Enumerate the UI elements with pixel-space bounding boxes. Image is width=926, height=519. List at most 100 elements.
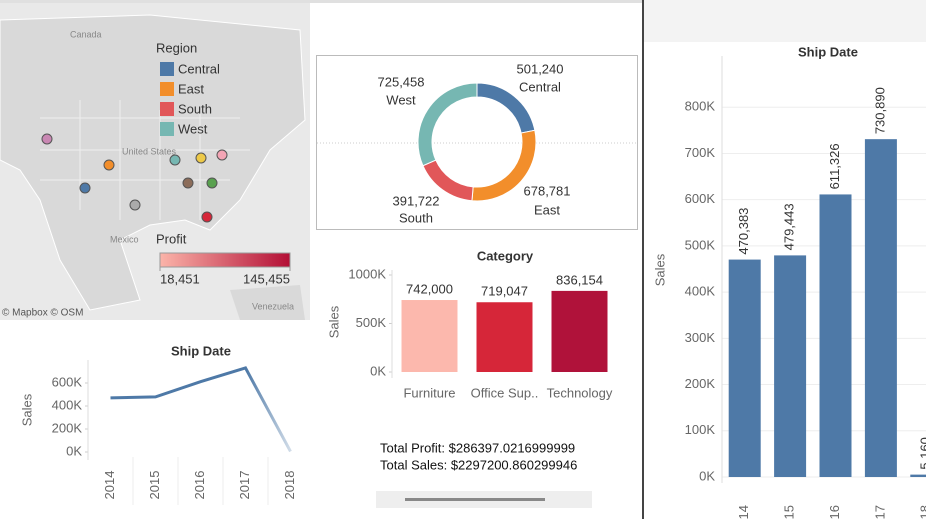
scrollbar-thumb[interactable] bbox=[405, 498, 545, 501]
bar bbox=[728, 259, 761, 477]
y-axis-label: Sales bbox=[652, 253, 667, 286]
y-tick-label: 800K bbox=[685, 99, 716, 114]
legend-swatch bbox=[160, 122, 174, 136]
y-tick-label: 500K bbox=[356, 315, 387, 330]
map-point bbox=[41, 133, 53, 145]
x-tick-label: 2018 bbox=[282, 471, 297, 500]
bar bbox=[910, 474, 926, 477]
color-legend-label: 145,455 bbox=[243, 271, 290, 286]
y-axis-label: Sales bbox=[326, 305, 341, 338]
chart-title: Category bbox=[477, 248, 534, 263]
map-attribution: © Mapbox © OSM bbox=[2, 308, 83, 319]
y-tick-label: 500K bbox=[685, 237, 716, 252]
x-tick-label: 2015 bbox=[147, 471, 162, 500]
bar-value-label: 470,383 bbox=[736, 208, 751, 255]
top-strip bbox=[0, 0, 642, 3]
x-tick-label: 2015 bbox=[782, 505, 797, 519]
map-label: Canada bbox=[70, 29, 102, 39]
map-land-south bbox=[230, 285, 305, 320]
legend-label: Central bbox=[178, 61, 220, 76]
y-axis-label: Sales bbox=[19, 393, 34, 426]
map-point bbox=[206, 177, 218, 189]
legend-title: Region bbox=[156, 40, 197, 55]
y-tick-label: 400K bbox=[52, 397, 83, 412]
total-profit: Total Profit: $286397.0216999999 bbox=[380, 440, 575, 455]
y-tick-label: 600K bbox=[685, 191, 716, 206]
donut-frame bbox=[316, 55, 638, 230]
bar bbox=[401, 300, 458, 372]
y-tick-label: 0K bbox=[66, 443, 82, 458]
slice-category-label: East bbox=[534, 202, 560, 217]
map-point bbox=[216, 149, 228, 161]
totals-box: Total Profit: $286397.0216999999 Total S… bbox=[380, 440, 577, 472]
donut-slice bbox=[417, 82, 478, 167]
slice-category-label: West bbox=[386, 92, 416, 107]
slice-value-label: 501,240 bbox=[517, 61, 564, 76]
x-tick-label: Technology bbox=[547, 385, 613, 400]
map-point bbox=[195, 152, 207, 164]
slice-value-label: 725,458 bbox=[378, 74, 425, 89]
map-point bbox=[79, 182, 91, 194]
bar bbox=[476, 302, 533, 372]
slice-value-label: 678,781 bbox=[524, 183, 571, 198]
map-borders bbox=[40, 100, 250, 220]
legend-label: East bbox=[178, 81, 204, 96]
map-point bbox=[129, 199, 141, 211]
x-tick-label: 2018 bbox=[918, 505, 926, 519]
x-tick-label: 2014 bbox=[736, 505, 751, 519]
color-legend-title: Profit bbox=[156, 231, 187, 246]
y-tick-label: 0K bbox=[370, 363, 386, 378]
chart-title: Ship Date bbox=[798, 44, 858, 59]
y-tick-label: 200K bbox=[52, 420, 83, 435]
map-points bbox=[41, 133, 228, 223]
y-tick-label: 700K bbox=[685, 145, 716, 160]
color-legend-bar bbox=[159, 252, 291, 268]
bar-value-label: 479,443 bbox=[782, 203, 797, 250]
legend-label: West bbox=[178, 121, 208, 136]
bar-value-label: 5,160 bbox=[918, 437, 926, 470]
chart-title: Ship Date bbox=[171, 343, 231, 358]
y-tick-label: 600K bbox=[52, 374, 83, 389]
slice-category-label: South bbox=[399, 210, 433, 225]
bar-value-label: 730,890 bbox=[872, 87, 887, 134]
y-tick-label: 1000K bbox=[348, 266, 386, 281]
x-tick-label: 2017 bbox=[872, 505, 887, 519]
slice-category-label: Central bbox=[519, 79, 561, 94]
x-tick-label: 2016 bbox=[192, 471, 207, 500]
map-point bbox=[201, 211, 213, 223]
map-label: United States bbox=[122, 146, 177, 156]
bar-value-label: 836,154 bbox=[556, 272, 603, 287]
bar bbox=[774, 255, 807, 477]
y-tick-label: 0K bbox=[699, 468, 715, 483]
x-tick-label: Furniture bbox=[403, 385, 455, 400]
x-tick-label: 2017 bbox=[237, 471, 252, 500]
map-point bbox=[169, 154, 181, 166]
bar bbox=[864, 139, 897, 478]
bar bbox=[551, 290, 608, 372]
legend-label: South bbox=[178, 101, 212, 116]
map-point bbox=[103, 159, 115, 171]
total-sales: Total Sales: $2297200.860299946 bbox=[380, 457, 577, 472]
legend-swatch bbox=[160, 62, 174, 76]
right-header bbox=[644, 0, 926, 42]
y-tick-label: 300K bbox=[685, 330, 716, 345]
legend-swatch bbox=[160, 82, 174, 96]
y-tick-label: 200K bbox=[685, 376, 716, 391]
x-tick-label: 2016 bbox=[827, 505, 842, 519]
map-label: Venezuela bbox=[252, 301, 294, 311]
bar-value-label: 742,000 bbox=[406, 281, 453, 296]
x-tick-label: Office Sup.. bbox=[471, 385, 539, 400]
bar bbox=[819, 194, 852, 478]
color-legend-label: 18,451 bbox=[160, 271, 200, 286]
legend-swatch bbox=[160, 102, 174, 116]
line bbox=[110, 366, 292, 453]
slice-value-label: 391,722 bbox=[393, 193, 440, 208]
x-tick-label: 2014 bbox=[102, 471, 117, 500]
map-label: Mexico bbox=[110, 234, 139, 244]
map-point bbox=[182, 177, 194, 189]
y-tick-label: 400K bbox=[685, 284, 716, 299]
map-land bbox=[0, 14, 306, 311]
bar-value-label: 611,326 bbox=[827, 143, 842, 189]
